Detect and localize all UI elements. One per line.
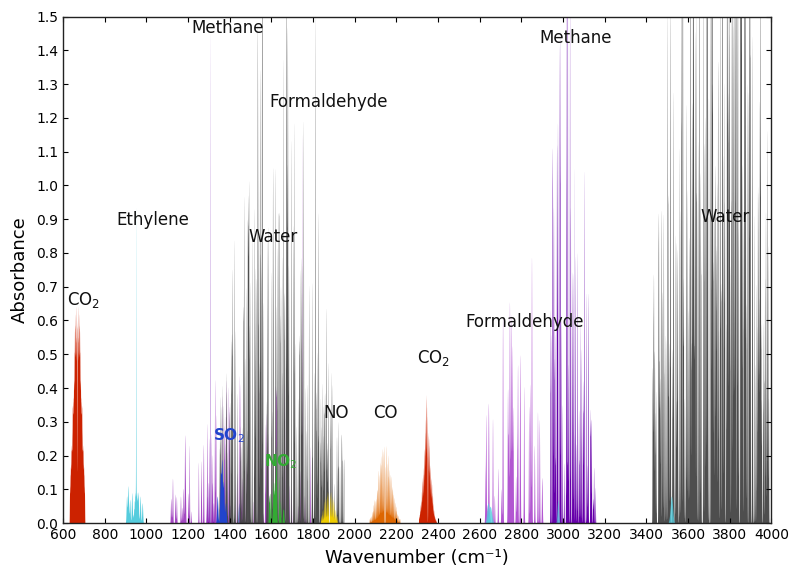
X-axis label: Wavenumber (cm⁻¹): Wavenumber (cm⁻¹) (326, 549, 509, 567)
Text: CO$_2$: CO$_2$ (418, 348, 450, 368)
Text: CO$_2$: CO$_2$ (66, 290, 100, 310)
Text: Methane: Methane (540, 29, 612, 47)
Text: Formaldehyde: Formaldehyde (465, 313, 584, 331)
Text: NO$_2$: NO$_2$ (264, 452, 298, 470)
Text: SO$_2$: SO$_2$ (213, 427, 245, 446)
Text: NO: NO (323, 404, 349, 422)
Text: Methane: Methane (192, 19, 264, 37)
Text: Formaldehyde: Formaldehyde (270, 93, 388, 111)
Text: Water: Water (701, 208, 750, 226)
Text: Water: Water (249, 228, 298, 246)
Text: Ethylene: Ethylene (116, 212, 189, 229)
Y-axis label: Absorbance: Absorbance (11, 217, 29, 323)
Text: CO: CO (374, 404, 398, 422)
